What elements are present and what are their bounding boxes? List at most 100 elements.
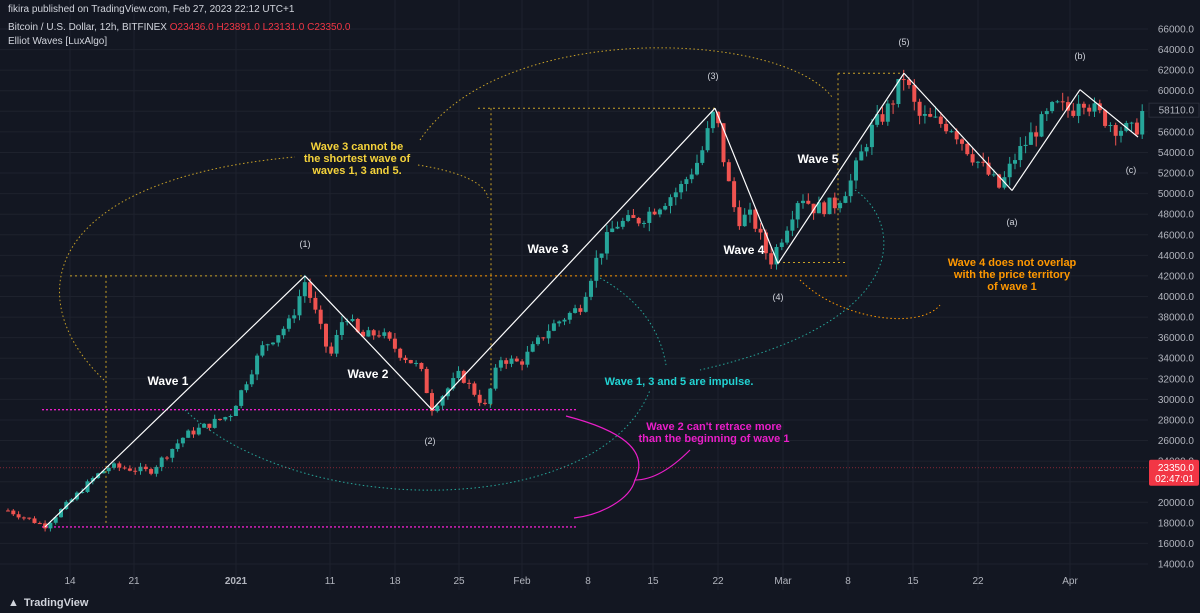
- candle-body: [520, 361, 525, 365]
- annotation-text: waves 1, 3 and 5.: [311, 165, 401, 177]
- candle-body: [986, 162, 991, 175]
- candle-body: [880, 114, 885, 122]
- y-tick-label: 32000.0: [1158, 374, 1195, 385]
- candle-body: [536, 337, 540, 345]
- candle-body: [673, 192, 678, 198]
- annotation-text: with the price territory: [953, 269, 1071, 281]
- y-tick-label: 62000.0: [1158, 66, 1195, 77]
- candle-body: [944, 123, 949, 132]
- annotation-text: than the beginning of wave 1: [639, 433, 790, 445]
- indicator-name[interactable]: Elliot Waves [LuxAlgo]: [8, 36, 108, 47]
- candle-body: [689, 174, 694, 180]
- publish-info: fikira published on TradingView.com, Feb…: [8, 4, 295, 15]
- candle-body: [583, 296, 588, 312]
- candle-body: [1113, 125, 1118, 136]
- candle-body: [308, 282, 313, 298]
- candle-body: [684, 179, 689, 185]
- tradingview-logo[interactable]: ▲ TradingView: [8, 597, 88, 609]
- candlestick-series: [6, 69, 1145, 532]
- candle-body: [679, 184, 684, 193]
- candle-body: [228, 416, 233, 418]
- candle-body: [133, 470, 138, 472]
- candle-body: [255, 355, 260, 375]
- candle-body: [451, 378, 456, 389]
- candle-body: [509, 358, 514, 364]
- arrow-note-to-wave5: [419, 47, 833, 141]
- price-axis: 66000.064000.062000.060000.058000.056000…: [0, 24, 1200, 571]
- arrow-note-to-wave3: [417, 164, 489, 199]
- candle-body: [1050, 102, 1055, 112]
- candle-body: [483, 402, 487, 404]
- candle-body: [843, 196, 848, 203]
- arrow-wave3-impulse: [599, 277, 667, 366]
- candle-body: [546, 330, 551, 339]
- candle-body: [302, 282, 307, 297]
- arrow-wave4-overlap: [799, 279, 941, 320]
- x-tick-label: 11: [325, 576, 336, 587]
- candle-body: [975, 161, 980, 163]
- candle-body: [366, 330, 371, 337]
- ohlc-high: H23891.0: [216, 22, 260, 33]
- candle-body: [408, 360, 413, 364]
- candle-body: [339, 322, 344, 336]
- candle-body: [165, 457, 169, 459]
- candle-body: [355, 319, 360, 332]
- annotation-text: Wave 2 can't retrace more: [646, 421, 782, 433]
- candle-body: [1039, 114, 1044, 137]
- symbol-info: Bitcoin / U.S. Dollar, 12h, BITFINEX O23…: [8, 22, 350, 33]
- annotation-text: Wave 4 does not overlap: [948, 257, 1077, 269]
- x-tick-label: 22: [712, 576, 724, 587]
- last-price-label: 23350.0: [1158, 463, 1195, 474]
- x-tick-label: 21: [128, 576, 140, 587]
- candle-body: [530, 344, 535, 352]
- candle-body: [960, 139, 964, 144]
- candle-body: [472, 383, 477, 395]
- candle-body: [965, 143, 970, 155]
- wave-pivot-label: (b): [1075, 51, 1086, 61]
- countdown-label: 02:47:01: [1155, 474, 1194, 485]
- wave-levels: [42, 72, 904, 528]
- y-tick-label: 66000.0: [1158, 25, 1195, 36]
- candle-body: [599, 253, 604, 258]
- candle-body: [1018, 146, 1023, 161]
- candle-body: [382, 332, 387, 336]
- candle-body: [1076, 103, 1081, 116]
- candle-body: [573, 308, 578, 313]
- candle-body: [276, 335, 281, 343]
- candle-body: [149, 469, 154, 474]
- candle-body: [1129, 122, 1134, 124]
- candle-body: [387, 332, 392, 339]
- y-tick-label: 60000.0: [1158, 86, 1195, 97]
- candle-body: [726, 162, 731, 182]
- candle-body: [424, 368, 429, 394]
- candle-body: [652, 211, 657, 215]
- candle-body: [647, 211, 652, 223]
- wave-label: Wave 2: [348, 367, 389, 381]
- candle-body: [1007, 163, 1012, 178]
- wave-line: [304, 275, 433, 411]
- chart-grid: [0, 0, 1148, 590]
- y-tick-label: 18000.0: [1158, 518, 1195, 529]
- candle-body: [1092, 103, 1097, 112]
- candle-body: [43, 523, 48, 529]
- symbol-name: Bitcoin / U.S. Dollar, 12h, BITFINEX: [8, 22, 167, 33]
- candle-body: [127, 468, 132, 471]
- annotation-text: Wave 3 cannot be: [311, 141, 404, 153]
- ohlc-close: C23350.0: [307, 22, 351, 33]
- x-tick-label: 8: [585, 576, 591, 587]
- ohlc-low: L23131.0: [262, 22, 305, 33]
- candle-body: [1060, 101, 1065, 103]
- candle-body: [392, 338, 397, 349]
- candle-body: [101, 471, 106, 474]
- x-tick-label: 18: [389, 576, 401, 587]
- candle-body: [578, 308, 583, 312]
- candle-body: [981, 161, 986, 163]
- candle-body: [594, 257, 599, 281]
- candle-body: [832, 197, 837, 209]
- ohlc-open: O23436.0: [169, 22, 214, 33]
- candle-body: [456, 370, 461, 379]
- candle-body: [281, 328, 286, 336]
- candle-body: [541, 337, 546, 339]
- candle-body: [371, 330, 376, 336]
